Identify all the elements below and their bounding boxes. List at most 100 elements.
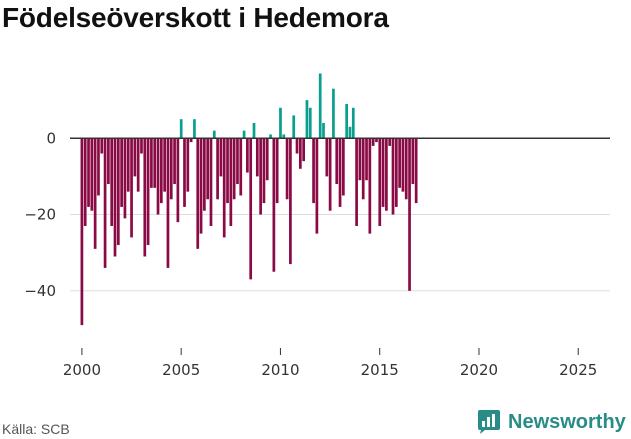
bar <box>361 138 365 200</box>
bar <box>183 138 186 207</box>
bar <box>93 138 97 249</box>
y-tick-label: −40 <box>24 282 56 300</box>
bar <box>110 138 114 226</box>
bars <box>80 73 418 326</box>
bar <box>252 123 256 139</box>
bar <box>345 103 349 139</box>
bar <box>126 138 130 192</box>
bar <box>103 138 107 268</box>
bar <box>265 138 269 181</box>
x-tick-label: 2000 <box>63 361 101 379</box>
bar <box>166 138 170 268</box>
bar <box>401 138 405 192</box>
x-tick-label: 2025 <box>559 361 597 379</box>
bar <box>298 138 302 169</box>
bar <box>302 138 305 162</box>
bar <box>385 138 388 211</box>
bar <box>176 138 180 223</box>
y-tick-label: 0 <box>46 129 56 147</box>
bar <box>133 138 137 177</box>
bar <box>282 134 286 139</box>
bar <box>222 138 226 238</box>
bar <box>411 138 415 185</box>
bar <box>107 138 110 185</box>
bar <box>371 138 375 146</box>
bar <box>186 138 190 192</box>
bar <box>229 138 233 226</box>
bar <box>351 107 355 139</box>
bar <box>408 138 411 291</box>
bar <box>414 138 418 204</box>
bar <box>315 138 319 234</box>
bar <box>312 138 315 204</box>
bar <box>272 138 276 272</box>
bar <box>87 138 90 207</box>
bar <box>173 138 176 185</box>
bar <box>322 123 325 139</box>
x-tick-label: 2020 <box>460 361 498 379</box>
bar <box>394 138 398 207</box>
bar <box>159 138 163 204</box>
bar <box>295 138 299 154</box>
bar <box>203 138 206 211</box>
bar <box>216 138 219 200</box>
bar <box>179 119 183 139</box>
axes: 0 −20 −40 2000 2005 2010 2015 2020 2025 <box>24 129 610 379</box>
bar <box>325 138 329 177</box>
bar <box>193 119 196 139</box>
bar <box>378 138 382 226</box>
bar <box>246 138 249 173</box>
chart-title: Födelseöverskott i Hedemora <box>2 2 389 33</box>
bar <box>275 138 279 204</box>
bar <box>305 100 309 139</box>
bar <box>163 138 166 192</box>
bar <box>232 138 236 200</box>
bar <box>153 138 157 188</box>
x-tick-label: 2015 <box>361 361 399 379</box>
bar <box>335 138 339 185</box>
brand-logo[interactable]: Newsworthy <box>476 407 626 437</box>
bar <box>120 138 123 207</box>
bar <box>196 138 200 249</box>
bar <box>83 138 87 226</box>
bar <box>285 138 289 200</box>
bar <box>116 138 120 246</box>
bar <box>156 138 160 215</box>
bar <box>318 73 322 139</box>
bar <box>391 138 395 215</box>
bar <box>308 107 312 139</box>
x-tick-label: 2005 <box>162 361 200 379</box>
y-tick-label: −20 <box>24 206 56 224</box>
bar <box>404 138 408 200</box>
bar <box>130 138 133 238</box>
bar <box>368 138 372 234</box>
bar <box>289 138 292 265</box>
bar <box>328 138 332 211</box>
bar <box>140 138 143 154</box>
bar <box>143 138 147 257</box>
bar <box>249 138 253 280</box>
bar <box>388 138 392 146</box>
newsworthy-logo-icon <box>478 410 500 434</box>
bar <box>338 138 342 207</box>
bar <box>242 130 246 139</box>
bar <box>90 138 94 211</box>
bar <box>262 138 266 204</box>
bar <box>365 138 368 181</box>
bar <box>97 138 100 196</box>
bar <box>279 107 282 139</box>
bar <box>226 138 229 204</box>
bar <box>236 138 239 185</box>
bar <box>113 138 117 257</box>
bar <box>332 88 335 139</box>
brand-name: Newsworthy <box>508 410 626 433</box>
bar <box>80 138 84 326</box>
bar <box>212 130 216 139</box>
bar <box>355 138 358 226</box>
source-label: Källa: SCB <box>2 421 70 437</box>
bar <box>189 138 193 143</box>
bar <box>348 126 352 139</box>
bar <box>150 138 153 188</box>
bar <box>269 134 272 139</box>
